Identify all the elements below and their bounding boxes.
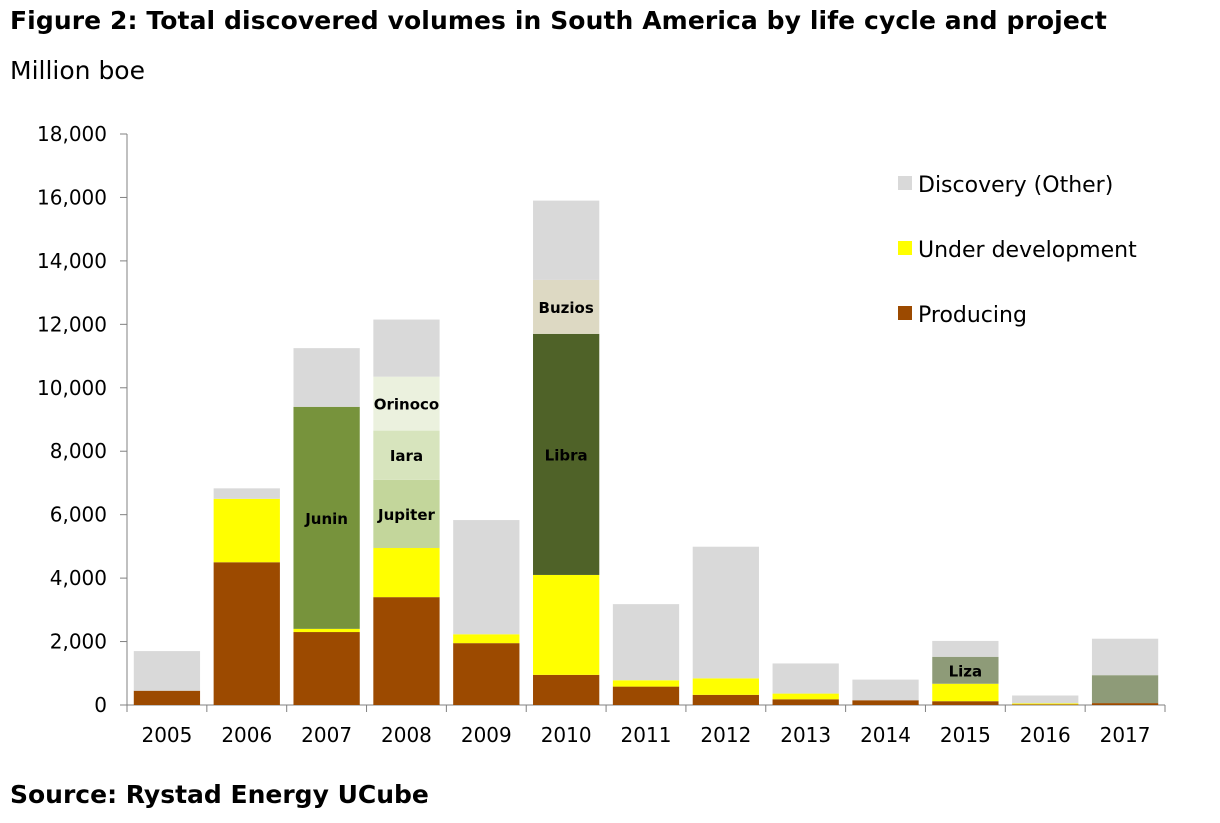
bar-segment-producing-2016 bbox=[1012, 704, 1079, 705]
bar-segment-junin-2007 bbox=[293, 406, 360, 629]
segment-label-libra: Libra bbox=[545, 446, 588, 464]
bar-segment-iara-2008 bbox=[373, 430, 440, 480]
bar-segment-discovery-other-2013 bbox=[772, 663, 839, 694]
unit-label: Million boe bbox=[10, 56, 145, 85]
bar-segment-producing-2012 bbox=[692, 694, 759, 705]
bar-segment-discovery-other-2012 bbox=[692, 546, 759, 679]
segment-label-orinoco: Orinoco bbox=[374, 396, 439, 414]
bar-segment-discovery-other-2009 bbox=[453, 520, 520, 635]
bar-segment-producing-2009 bbox=[453, 643, 520, 705]
bar-segment-under-development-2013 bbox=[772, 693, 839, 700]
bar-segment-under-development-2006 bbox=[213, 498, 280, 563]
legend-swatch bbox=[898, 241, 912, 255]
segment-labels: Junin Jupiter Iara Orinoco Libra Buzios Liza bbox=[304, 299, 982, 680]
bar-segment-discovery-other-2006 bbox=[213, 488, 280, 499]
segment-label-iara: Iara bbox=[390, 447, 423, 465]
x-tick-label: 2013 bbox=[780, 723, 831, 747]
chart-title: Figure 2: Total discovered volumes in So… bbox=[10, 6, 1107, 35]
bar-segment-discovery-other-2014 bbox=[852, 679, 919, 701]
bar-segment-producing-2005 bbox=[133, 690, 201, 705]
bar-segment-producing-2017 bbox=[1091, 703, 1159, 705]
x-tick-label: 2012 bbox=[700, 723, 751, 747]
bar-segment-under-development-2007 bbox=[293, 628, 360, 633]
y-tick-label: 18,000 bbox=[37, 122, 107, 146]
x-tick-label: 2006 bbox=[221, 723, 272, 747]
bar-segment-under-development-2015 bbox=[932, 683, 999, 702]
y-axis: 0 2,000 4,000 6,000 8,000 10,000 12,000 14,000 1… bbox=[37, 122, 128, 717]
y-tick-label: 12,000 bbox=[37, 312, 107, 336]
bar-segment-producing-2011 bbox=[612, 686, 680, 705]
x-tick-label: 2008 bbox=[381, 723, 432, 747]
bar-segment-under-development-2012 bbox=[692, 678, 759, 695]
bar-segment-producing-2014 bbox=[852, 700, 919, 705]
legend-swatch bbox=[898, 176, 912, 190]
bar-segment-under-development-2011 bbox=[612, 680, 680, 687]
bar-segment-producing-2013 bbox=[772, 699, 839, 705]
x-tick-label: 2005 bbox=[141, 723, 192, 747]
bar-segment-orinoco-2008 bbox=[373, 376, 440, 431]
bar-segment-discovery-other-2008 bbox=[373, 319, 440, 377]
legend-label: Discovery (Other) bbox=[918, 173, 1113, 198]
bar-segment-jupiter-2008 bbox=[373, 479, 440, 548]
bar-segment-under-development-2009 bbox=[453, 634, 520, 644]
bar-segment-producing-2008 bbox=[373, 597, 440, 705]
bar-segment-producing-2010 bbox=[533, 674, 600, 705]
source-note: Source: Rystad Energy UCube bbox=[10, 780, 429, 809]
x-tick-label: 2010 bbox=[541, 723, 592, 747]
x-tick-label: 2016 bbox=[1020, 723, 1071, 747]
bar-segment-other-project-2017-2017 bbox=[1091, 675, 1159, 704]
bar-segment-under-development-2016 bbox=[1012, 703, 1079, 705]
y-tick-label: 14,000 bbox=[37, 249, 107, 273]
bar-segment-under-development-2010 bbox=[533, 574, 600, 675]
legend: Discovery (Other) Under development Produc… bbox=[898, 173, 1137, 328]
bar-segment-discovery-other-2015 bbox=[932, 640, 999, 657]
y-tick-label: 16,000 bbox=[37, 185, 107, 209]
x-axis: 2005 2006 2007 2008 2009 2010 2011 2012 2013 2014… bbox=[126, 704, 1166, 747]
y-tick-label: 4,000 bbox=[50, 566, 107, 590]
bar-segment-producing-2006 bbox=[213, 562, 280, 705]
y-tick-label: 10,000 bbox=[37, 376, 107, 400]
bar-segment-discovery-other-2010 bbox=[533, 200, 600, 280]
x-tick-label: 2011 bbox=[621, 723, 672, 747]
segment-label-liza: Liza bbox=[949, 662, 983, 680]
bar-segment-liza-2015 bbox=[932, 656, 999, 684]
segment-label-jupiter: Jupiter bbox=[377, 506, 435, 524]
bar-segment-discovery-other-2005 bbox=[133, 651, 201, 691]
bar-segment-discovery-other-2007 bbox=[293, 348, 360, 407]
bars bbox=[133, 200, 1159, 705]
y-tick-label: 6,000 bbox=[50, 503, 107, 527]
x-tick-label: 2017 bbox=[1100, 723, 1151, 747]
bar-segment-libra-2010 bbox=[533, 333, 600, 575]
x-tick-label: 2014 bbox=[860, 723, 911, 747]
y-tick-label: 2,000 bbox=[50, 630, 107, 654]
segment-label-buzios: Buzios bbox=[539, 299, 594, 317]
bar-segment-discovery-other-2016 bbox=[1012, 695, 1079, 704]
bar-segment-buzios-2010 bbox=[533, 279, 600, 334]
x-tick-label: 2015 bbox=[940, 723, 991, 747]
bar-segment-under-development-2008 bbox=[373, 547, 440, 598]
legend-label: Producing bbox=[918, 303, 1027, 328]
bar-segment-discovery-other-2011 bbox=[612, 604, 680, 681]
y-tick-label: 0 bbox=[94, 693, 107, 717]
segment-label-junin: Junin bbox=[304, 510, 348, 528]
bar-segment-producing-2015 bbox=[932, 701, 999, 705]
legend-label: Under development bbox=[918, 238, 1137, 263]
legend-swatch bbox=[898, 306, 912, 320]
x-tick-label: 2009 bbox=[461, 723, 512, 747]
x-tick-label: 2007 bbox=[301, 723, 352, 747]
bar-segment-discovery-other-2017 bbox=[1091, 638, 1159, 676]
y-tick-label: 8,000 bbox=[50, 439, 107, 463]
bar-segment-producing-2007 bbox=[293, 632, 360, 705]
